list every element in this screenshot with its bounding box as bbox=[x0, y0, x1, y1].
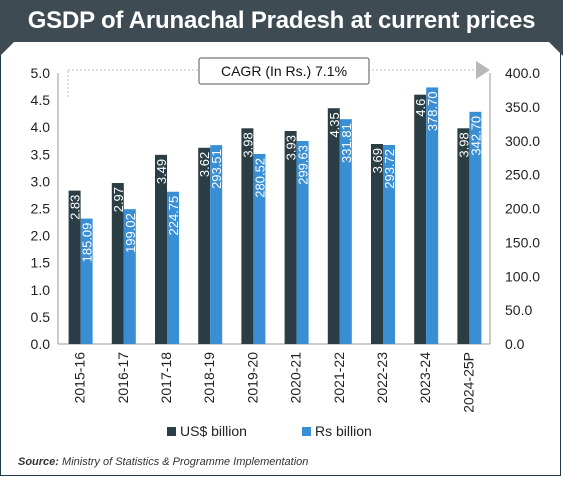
bar-usd bbox=[284, 130, 297, 344]
y-left-tick-label: 3.5 bbox=[31, 146, 51, 162]
source-label: Source: bbox=[18, 456, 59, 468]
y-right-tick-label: 150.0 bbox=[505, 234, 540, 250]
x-tick-label: 2024-25P bbox=[460, 352, 476, 413]
x-tick-label: 2021-22 bbox=[331, 352, 347, 404]
y-left-tick-label: 4.5 bbox=[31, 92, 51, 108]
bar-rs bbox=[123, 209, 136, 344]
x-tick-label: 2016-17 bbox=[115, 352, 131, 404]
data-label-usd: 3.62 bbox=[197, 152, 212, 177]
bar-rs bbox=[253, 153, 266, 344]
data-label-rs: 280.52 bbox=[252, 158, 267, 198]
y-right-tick-label: 300.0 bbox=[505, 133, 540, 149]
title-corner-decoration bbox=[0, 42, 14, 56]
legend-swatch-usd bbox=[167, 427, 176, 436]
data-label-usd: 3.49 bbox=[154, 159, 169, 184]
bar-rs bbox=[167, 191, 179, 344]
bar-rs bbox=[426, 87, 439, 344]
y-right-tick-label: 400.0 bbox=[505, 65, 540, 81]
chart-title: GSDP of Arunachal Pradesh at current pri… bbox=[27, 7, 536, 34]
bar-usd bbox=[457, 128, 470, 344]
bar-usd bbox=[327, 108, 340, 344]
data-label-usd: 3.98 bbox=[240, 132, 255, 157]
y-left-tick-label: 1.0 bbox=[31, 282, 51, 298]
y-right-tick-label: 100.0 bbox=[505, 268, 540, 284]
bar-rs bbox=[296, 141, 309, 344]
data-label-rs: 342.70 bbox=[468, 116, 483, 156]
y-right-tick-label: 250.0 bbox=[505, 167, 540, 183]
source-text: Ministry of Statistics & Programme Imple… bbox=[62, 456, 309, 468]
y-left-tick-label: 1.5 bbox=[31, 255, 51, 271]
bar-rs bbox=[383, 145, 395, 344]
source-note: Source: Ministry of Statistics & Program… bbox=[18, 456, 308, 468]
y-right-tick-label: 350.0 bbox=[505, 99, 540, 115]
legend-swatch-rs bbox=[302, 427, 311, 436]
y-right-tick-label: 0.0 bbox=[505, 336, 525, 352]
bar-rs bbox=[210, 145, 223, 344]
cagr-label: CAGR (In Rs.) 7.1% bbox=[221, 63, 347, 79]
x-tick-label: 2022-23 bbox=[374, 352, 390, 404]
bar-usd bbox=[155, 154, 167, 344]
data-label-usd: 2.83 bbox=[68, 195, 83, 220]
data-label-rs: 185.09 bbox=[80, 223, 95, 263]
legend-label-usd: US$ billion bbox=[180, 423, 247, 439]
bar-rs bbox=[469, 111, 482, 345]
cagr-box bbox=[198, 57, 370, 85]
data-label-rs: 199.02 bbox=[123, 213, 138, 253]
data-label-usd: 4.6 bbox=[413, 99, 428, 117]
y-left-tick-label: 0.0 bbox=[31, 336, 51, 352]
bar-usd bbox=[198, 147, 211, 344]
title-bar: GSDP of Arunachal Pradesh at current pri… bbox=[0, 0, 563, 56]
bar-usd bbox=[68, 190, 81, 344]
x-tick-label: 2020-21 bbox=[288, 352, 304, 404]
y-left-tick-label: 0.5 bbox=[31, 309, 51, 325]
data-label-rs: 331.81 bbox=[339, 123, 354, 163]
y-left-tick-label: 4.0 bbox=[31, 119, 51, 135]
y-left-tick-label: 3.0 bbox=[31, 173, 51, 189]
bar-rs bbox=[339, 119, 352, 344]
data-label-rs: 293.51 bbox=[209, 149, 224, 189]
bar-usd bbox=[371, 144, 383, 344]
y-left-tick-label: 5.0 bbox=[31, 65, 51, 81]
legend-label-rs: Rs billion bbox=[315, 423, 372, 439]
x-tick-label: 2017-18 bbox=[158, 352, 174, 404]
data-label-usd: 2.97 bbox=[111, 187, 126, 212]
data-label-usd: 4.35 bbox=[327, 112, 342, 137]
cagr-arrow-head bbox=[476, 61, 490, 79]
data-label-rs: 224.75 bbox=[166, 196, 181, 236]
y-right-tick-label: 200.0 bbox=[505, 201, 540, 217]
bar-usd bbox=[241, 128, 254, 344]
y-right-tick-label: 50.0 bbox=[505, 302, 532, 318]
data-label-rs: 299.63 bbox=[296, 145, 311, 185]
data-label-rs: 378.70 bbox=[425, 91, 440, 131]
x-tick-label: 2018-19 bbox=[201, 352, 217, 404]
bar-rs bbox=[80, 218, 93, 344]
bar-usd bbox=[414, 94, 427, 345]
data-label-rs: 293.72 bbox=[382, 149, 397, 189]
data-label-usd: 3.93 bbox=[284, 135, 299, 160]
data-label-usd: 3.98 bbox=[456, 132, 471, 157]
x-tick-label: 2019-20 bbox=[244, 352, 260, 404]
y-left-tick-label: 2.5 bbox=[31, 201, 51, 217]
y-left-tick-label: 2.0 bbox=[31, 228, 51, 244]
x-tick-label: 2015-16 bbox=[72, 352, 88, 404]
bar-usd bbox=[111, 183, 124, 344]
data-label-usd: 3.69 bbox=[370, 148, 385, 173]
x-tick-label: 2023-24 bbox=[417, 352, 433, 404]
